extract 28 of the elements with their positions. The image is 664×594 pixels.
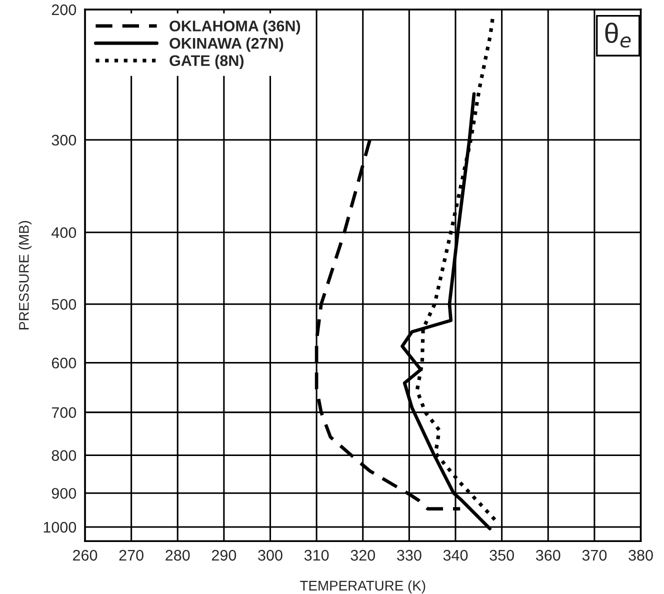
y-tick-label: 300 xyxy=(52,134,76,146)
x-tick-label: 260 xyxy=(73,550,98,561)
x-tick-label: 280 xyxy=(166,550,190,561)
legend-label: GATE (8N) xyxy=(170,54,244,70)
y-tick-label: 600 xyxy=(52,358,76,368)
x-tick-label: 340 xyxy=(443,550,468,561)
annotation: θ$_{e}$ xyxy=(605,22,631,48)
x-tick-label: 330 xyxy=(397,550,422,561)
x-tick-label: 360 xyxy=(536,550,560,561)
y-tick-label: 800 xyxy=(52,450,76,461)
y-tick-label: 1000 xyxy=(44,522,76,533)
x-tick-label: 350 xyxy=(490,550,514,561)
y-tick-label: 500 xyxy=(52,298,76,310)
legend-label: OKLAHOMA (36N) xyxy=(170,20,300,34)
x-axis-title: TEMPERATURE (K) xyxy=(300,580,426,594)
x-tick-label: 290 xyxy=(212,550,236,561)
x-tick-label: 310 xyxy=(304,550,329,561)
x-tick-label: 300 xyxy=(258,550,282,561)
y-tick-label: 200 xyxy=(52,4,76,16)
y-tick-label: 700 xyxy=(52,407,76,418)
x-tick-label: 370 xyxy=(582,550,607,561)
x-tick-label: 270 xyxy=(119,550,144,561)
x-tick-label: 320 xyxy=(350,550,376,561)
x-tick-label: 380 xyxy=(628,550,653,561)
y-axis-title: PRESSURE (MB) xyxy=(18,221,32,330)
legend-label: OKINAWA (27N) xyxy=(170,37,284,52)
y-tick-label: 400 xyxy=(52,227,76,238)
y-tick-label: 900 xyxy=(52,488,76,499)
